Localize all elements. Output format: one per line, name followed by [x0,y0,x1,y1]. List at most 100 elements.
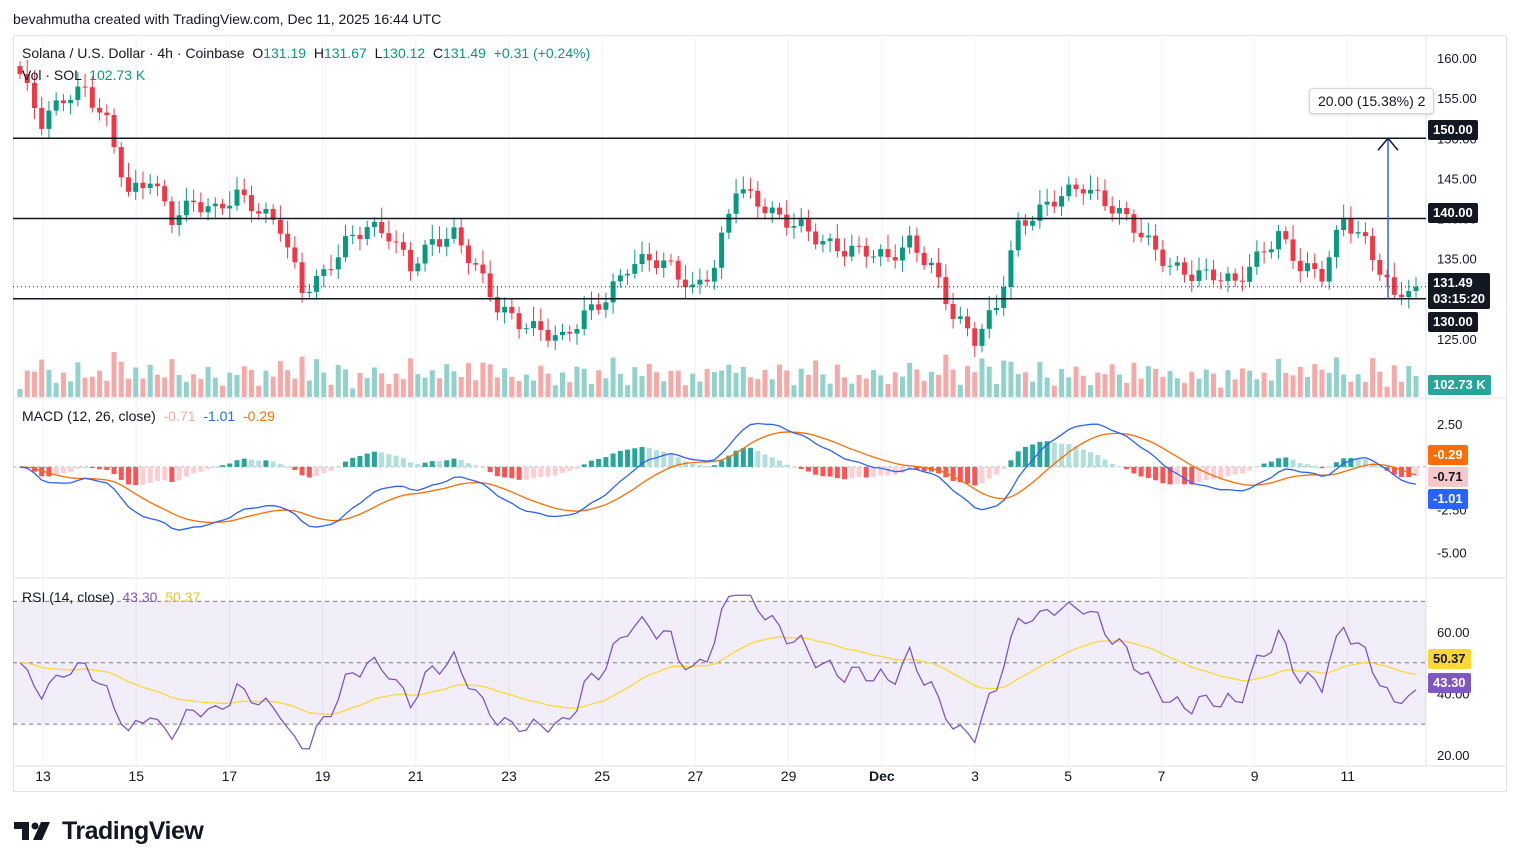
macd-histogram-bar [364,453,370,467]
volume-bar [1109,364,1115,397]
time-tick-label: 25 [594,768,610,784]
macd-histogram-bar [256,460,262,467]
volume-bar [357,372,363,397]
macd-histogram-bar [1008,460,1014,467]
macd-histogram-bar [494,466,500,477]
macd-histogram-bar [31,466,37,472]
volume-bar [321,372,327,397]
macd-histogram-bar [487,466,493,473]
macd-histogram-bar [386,454,392,467]
macd-histogram-bar [986,466,992,479]
macd-histogram-bar [451,458,457,467]
volume-bar [632,367,638,397]
macd-histogram-bar [646,447,652,467]
candle-body [552,335,558,341]
candle-body [965,316,971,329]
candle-body [1073,184,1079,190]
macd-histogram-bar [914,466,920,470]
macd-histogram-bar [46,466,52,477]
macd-histogram-bar [856,466,862,478]
candle-body [176,215,182,226]
change-value: +0.31 (+0.24%) [493,45,591,61]
candle-body [661,260,667,269]
candle-body [523,328,529,330]
macd-histogram-bar [1124,466,1130,470]
volume-bar [133,367,139,397]
volume-bar [516,381,522,397]
candle-body [1290,239,1296,261]
candle-body [75,86,81,100]
candle-body [220,203,226,209]
volume-bar [856,374,862,397]
volume-bar [748,377,754,397]
volume-bar [1355,374,1361,397]
macd-histogram-bar [212,466,218,468]
candle-body [581,310,587,330]
volume-bar [567,382,573,397]
candle-body [1312,263,1318,269]
candle-body [97,107,103,113]
macd-histogram-bar [516,466,522,480]
candle-body [654,260,660,269]
macd-histogram-bar [690,463,696,467]
volume-bar [444,364,450,397]
volume-bar [610,357,616,397]
volume-bar [661,381,667,397]
level-150-tag: 150.00 [1428,120,1478,140]
low-label: L [374,45,383,61]
volume-bar [1377,371,1383,397]
candle-body [1051,201,1057,207]
macd-histogram-bar [1297,463,1303,467]
macd-histogram-bar [321,466,327,474]
candle-body [726,213,732,233]
candle-body [17,66,23,75]
candle-body [154,183,160,187]
volume-bar [733,372,739,397]
macd-histogram-bar [531,466,537,478]
candle-body [646,254,652,261]
candle-body [1189,274,1195,281]
volume-bar [1167,370,1173,397]
macd-histogram-bar [1355,458,1361,467]
macd-histogram-bar [408,462,414,467]
macd-histogram-bar [769,457,775,467]
macd-histogram-bar [740,448,746,467]
macd-histogram-bar [798,466,804,470]
macd-histogram-bar [1088,452,1094,467]
macd-histogram-bar [820,466,826,477]
volume-bar [603,378,609,397]
volume-bar [1305,376,1311,397]
candle-body [328,269,334,271]
candle-body [957,316,963,319]
candle-body [871,256,877,258]
volume-bar [415,374,421,397]
volume-bar [1341,374,1347,397]
macd-histogram-bar [1305,464,1311,467]
volume-bar [1145,366,1151,397]
macd-histogram-bar [899,466,905,473]
time-tick-label: 23 [501,768,517,784]
volume-bar [1362,382,1368,397]
candle-body [509,306,515,314]
macd-histogram-bar [654,450,660,467]
volume-bar [205,366,211,397]
volume-bar [625,385,631,397]
volume-bar [711,372,717,397]
candle-body [928,262,934,266]
macd-histogram-bar [748,447,754,467]
macd-histogram-bar [314,466,320,476]
tradingview-logo[interactable]: TradingView [14,817,204,846]
macd-histogram-bar [596,458,602,467]
macd-histogram-bar [639,447,645,467]
candle-body [342,236,348,258]
candle-body [422,244,428,264]
macd-histogram-bar [762,454,768,467]
candle-body [1124,208,1130,215]
candle-body [437,239,443,247]
candle-body [53,100,59,111]
candle-body [415,263,421,272]
candle-body [559,331,565,336]
volume-bar [140,378,146,397]
macd-histogram-bar [198,466,204,472]
